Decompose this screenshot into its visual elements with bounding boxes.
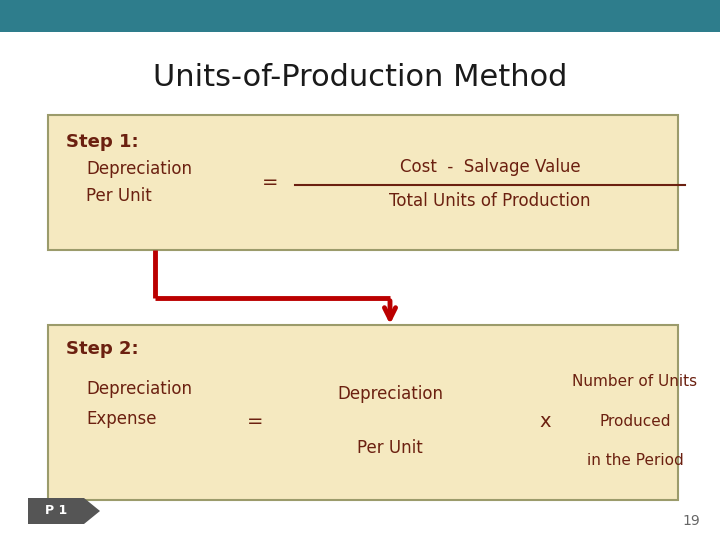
Text: Total Units of Production: Total Units of Production — [390, 192, 590, 211]
Text: 19: 19 — [683, 514, 700, 528]
Polygon shape — [84, 498, 100, 524]
Text: Per Unit: Per Unit — [357, 439, 423, 457]
Text: Cost  -  Salvage Value: Cost - Salvage Value — [400, 159, 580, 177]
Text: Depreciation: Depreciation — [86, 160, 192, 178]
Text: =: = — [262, 173, 278, 192]
Bar — [48, 325, 678, 500]
Text: Step 2:: Step 2: — [66, 340, 139, 358]
Text: =: = — [247, 411, 264, 431]
Bar — [28, 498, 84, 524]
Bar — [48, 115, 678, 250]
Text: Number of Units: Number of Units — [572, 374, 698, 389]
Text: Depreciation: Depreciation — [86, 380, 192, 398]
Text: Produced: Produced — [599, 414, 671, 429]
Text: Units-of-Production Method: Units-of-Production Method — [153, 63, 567, 91]
Text: x: x — [539, 411, 551, 431]
Bar — [0, 0, 720, 32]
Text: P 1: P 1 — [45, 504, 67, 517]
Text: Step 1:: Step 1: — [66, 133, 139, 151]
Text: Expense: Expense — [86, 410, 156, 428]
Text: Depreciation: Depreciation — [337, 385, 443, 403]
Text: in the Period: in the Period — [587, 453, 683, 468]
Text: Per Unit: Per Unit — [86, 187, 152, 205]
